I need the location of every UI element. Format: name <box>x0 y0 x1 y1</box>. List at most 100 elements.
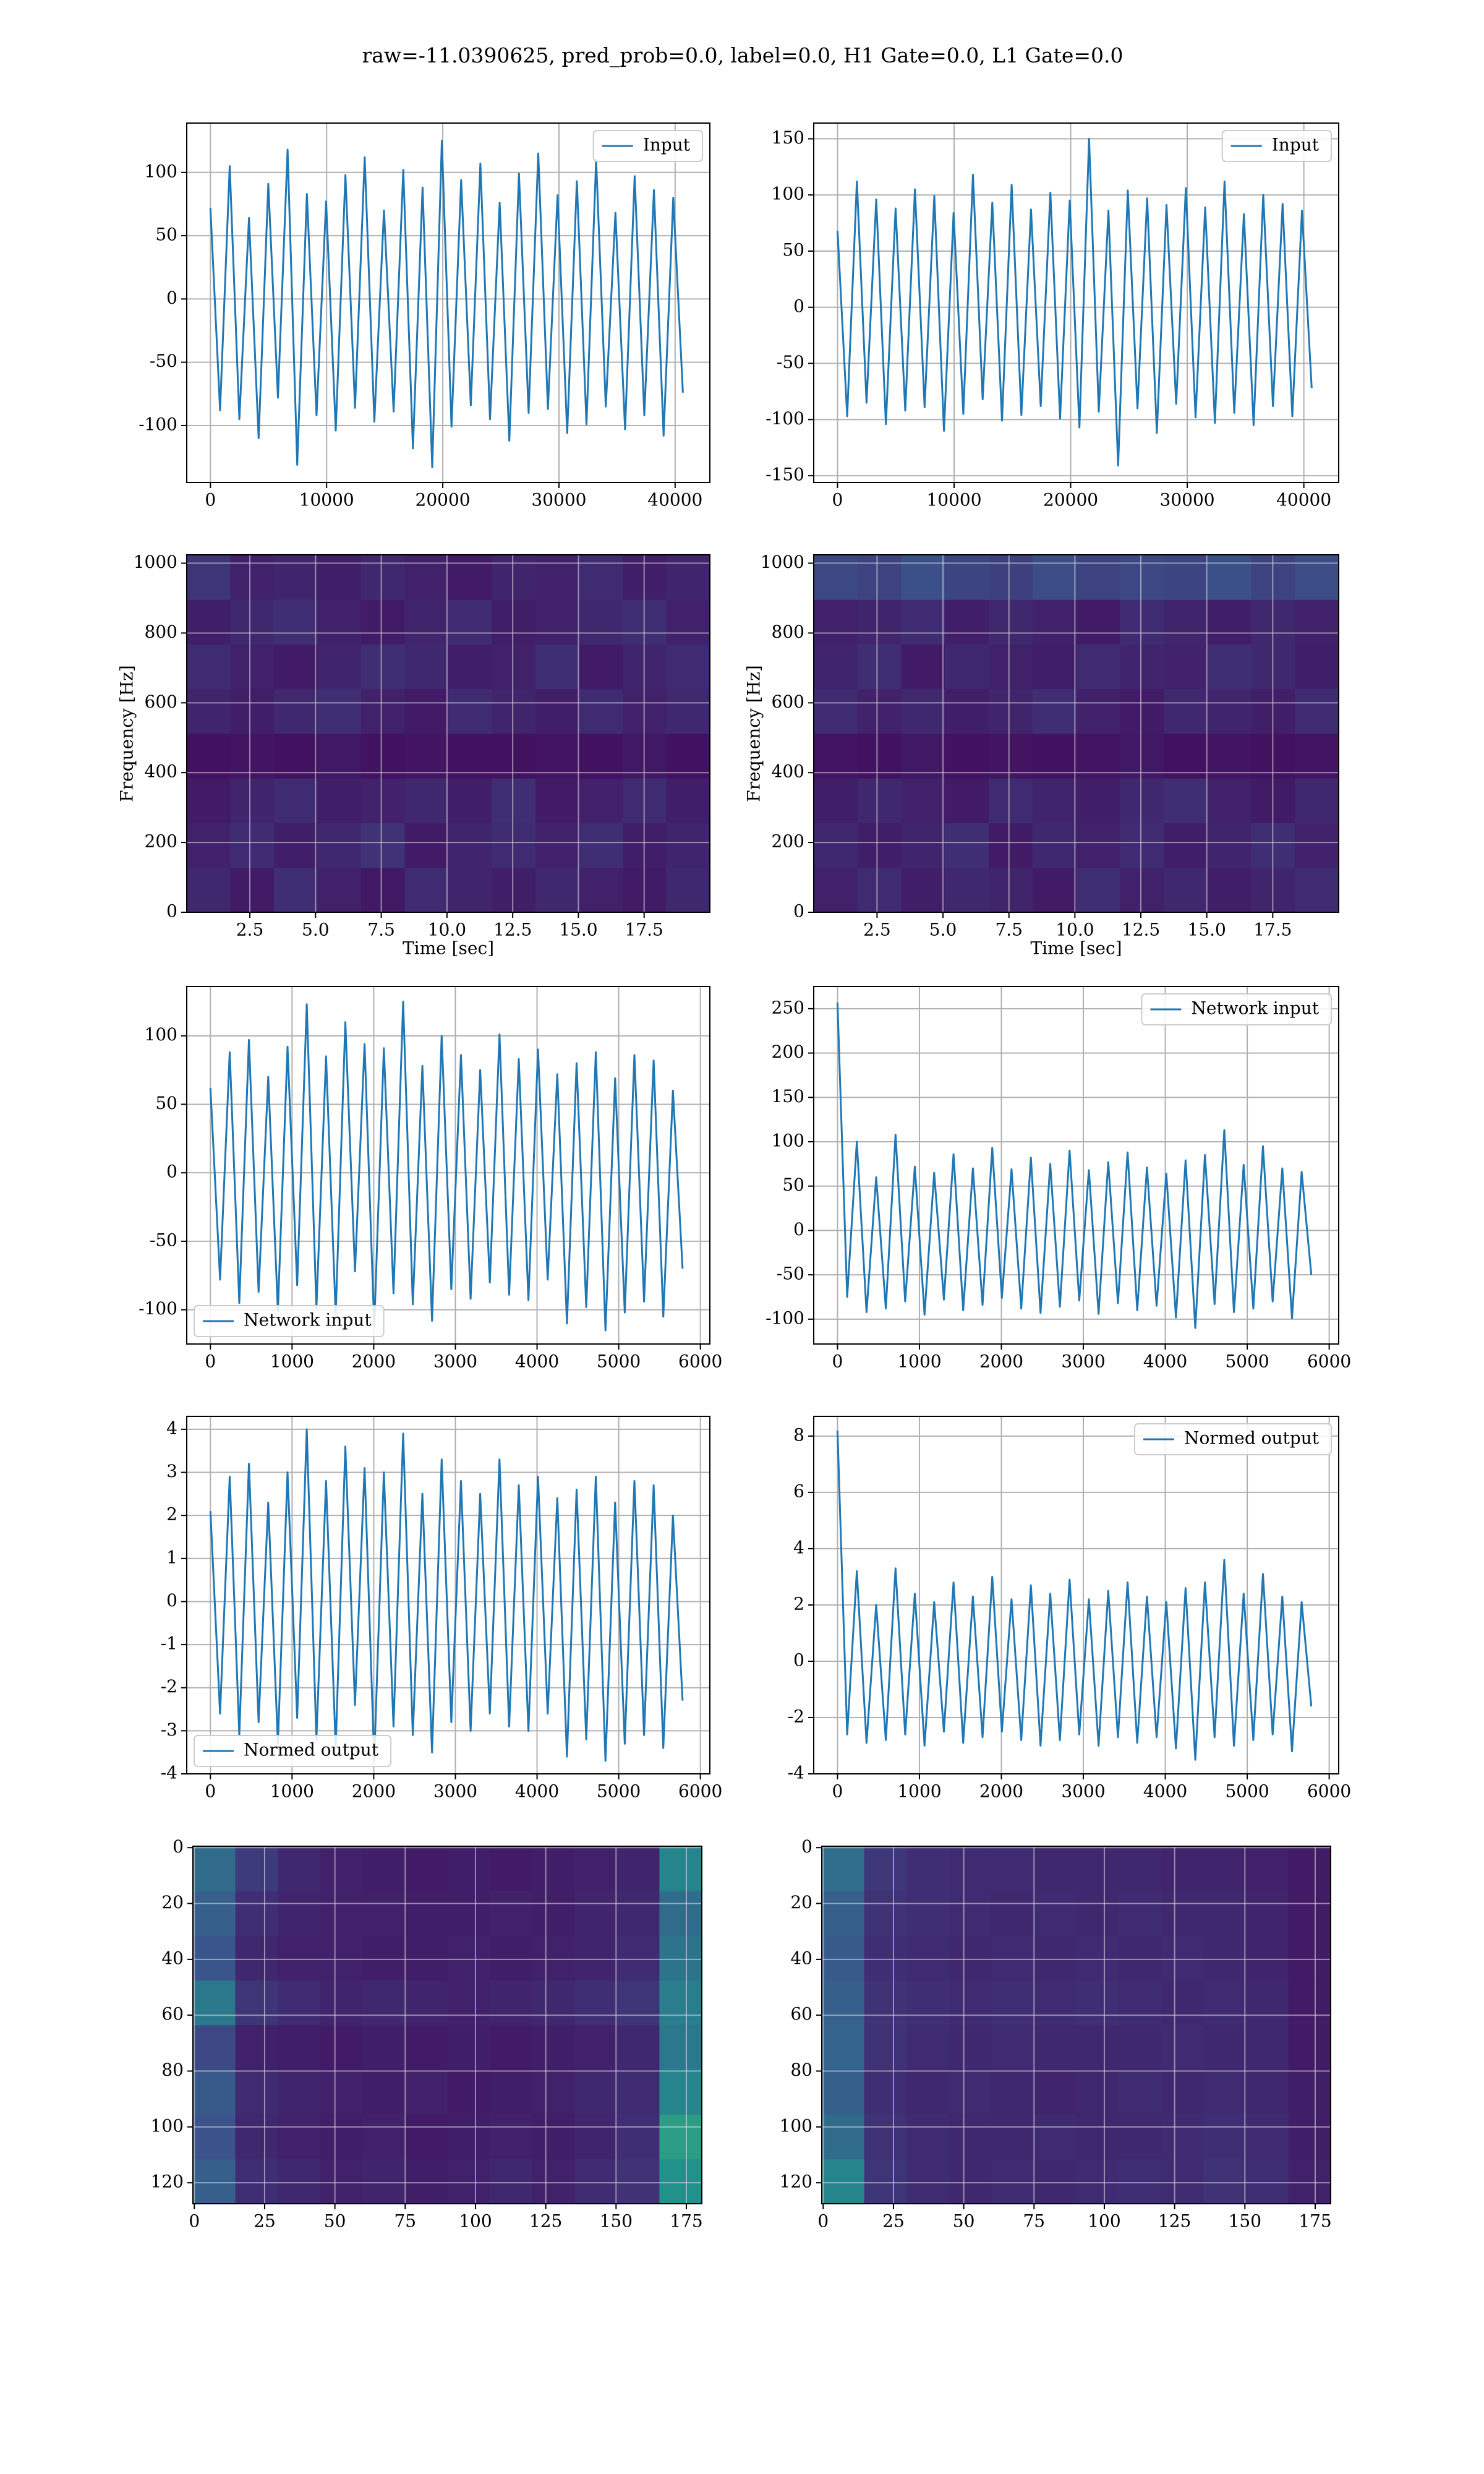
heatmap-cell <box>1288 1846 1331 1891</box>
y-tick-label: 50 <box>155 225 177 245</box>
heatmap-cell <box>1288 2070 1331 2115</box>
x-tick-label: 10.0 <box>1055 920 1094 940</box>
heatmap-cell <box>1076 2070 1119 2115</box>
heatmap-cell <box>320 1935 363 1981</box>
heatmap-cell <box>490 1980 533 2026</box>
heatmap-cell <box>492 555 536 600</box>
heatmap-cell <box>1032 688 1077 734</box>
y-tick-label: 200 <box>145 831 177 852</box>
x-tick-label: 6000 <box>1307 1781 1351 1802</box>
heatmap-cell <box>1161 1935 1204 1981</box>
heatmap-cell <box>1161 1891 1204 1936</box>
line <box>836 1002 1313 1329</box>
heatmap-cell <box>1295 734 1339 779</box>
x-tick-label: 175 <box>670 2211 702 2232</box>
axes-frame <box>813 1416 1339 1774</box>
x-tick-label: 7.5 <box>367 920 395 940</box>
heatmap-cell <box>447 2025 490 2070</box>
x-tick-label: 17.5 <box>1253 920 1292 940</box>
heatmap-cell <box>361 555 405 600</box>
y-tick-label: 0 <box>793 296 804 316</box>
heatmap-cell <box>857 778 902 823</box>
heatmap-cell <box>448 778 492 823</box>
heatmap-cell <box>666 778 710 823</box>
heatmap-cell <box>1120 823 1164 868</box>
heatmap-cell <box>492 644 536 690</box>
heatmap-cell <box>274 688 318 734</box>
heatmap-cell <box>230 778 275 823</box>
y-tick-label: 40 <box>790 1948 812 1968</box>
heatmap-cell <box>574 1935 618 1981</box>
heatmap-cell <box>814 555 858 600</box>
heatmap-cell <box>579 867 623 913</box>
heatmap-cell <box>906 2114 950 2160</box>
heatmap-cell <box>404 644 449 690</box>
heatmap-cell <box>1032 555 1077 600</box>
heatmap-cell <box>404 555 449 600</box>
heatmap-cell <box>945 734 989 779</box>
heatmap-cell <box>864 1891 907 1936</box>
heatmap-cell <box>1245 2114 1289 2160</box>
heatmap-cell <box>991 2070 1034 2115</box>
line <box>209 140 684 468</box>
heatmap-cell <box>1203 1980 1247 2026</box>
y-tick-label: 100 <box>772 1130 804 1150</box>
heatmap-cell <box>1164 867 1208 913</box>
heatmap-cell <box>1119 2025 1162 2070</box>
heatmap-cell <box>1207 555 1252 600</box>
heatmap-cell <box>187 778 231 823</box>
heatmap-cell <box>901 688 945 734</box>
heatmap-cell <box>1120 734 1164 779</box>
heatmap-cell <box>1076 1935 1119 1981</box>
heatmap-cell <box>274 734 318 779</box>
heatmap-cell <box>666 734 710 779</box>
x-tick-label: 15.0 <box>559 920 597 940</box>
x-tick-label: 12.5 <box>1122 920 1160 940</box>
heatmap-cell <box>857 734 902 779</box>
heatmap-cell <box>906 1935 950 1981</box>
heatmap-cell <box>1245 2070 1289 2115</box>
heatmap-cell <box>1033 1980 1077 2026</box>
x-tick-label: 2000 <box>979 1351 1023 1372</box>
axes-frame <box>821 1846 1331 2204</box>
x-tick-label: 4000 <box>1143 1781 1187 1802</box>
x-tick-label: 100 <box>1088 2211 1120 2232</box>
x-tick-label: 10000 <box>926 490 981 510</box>
heatmap-cell <box>659 2159 702 2204</box>
heatmap-cell <box>906 1980 950 2026</box>
heatmap-cell <box>278 1846 321 1891</box>
heatmap-cell <box>616 1935 660 1981</box>
heatmap-cell <box>492 688 536 734</box>
y-tick-label: 200 <box>772 831 804 852</box>
heatmap-cell <box>320 1891 363 1936</box>
heatmap-cell <box>230 688 275 734</box>
heatmap-cell <box>666 599 710 644</box>
heatmap-cell <box>1033 2114 1077 2160</box>
heatmap-cell <box>1295 867 1339 913</box>
heatmap-cell <box>666 644 710 690</box>
heatmap-cell <box>945 644 989 690</box>
heatmap-cell <box>666 688 710 734</box>
heatmap-cell <box>906 2025 950 2070</box>
y-tick-label: -50 <box>150 1230 177 1250</box>
y-tick-label: 0 <box>166 1590 177 1611</box>
heatmap-cell <box>1032 599 1077 644</box>
heatmap-cell <box>532 1935 575 1981</box>
heatmap-cell <box>361 867 405 913</box>
x-tick-label: 10.0 <box>428 920 466 940</box>
heatmap-cell <box>1245 1891 1289 1936</box>
heatmap-cell <box>448 644 492 690</box>
heatmap-cell <box>447 1846 490 1891</box>
heatmap-cell <box>989 823 1033 868</box>
heatmap-cell <box>949 2070 992 2115</box>
heatmap-cell <box>1161 2025 1204 2070</box>
heatmap-cell <box>616 2070 660 2115</box>
heatmap-cell <box>901 644 945 690</box>
heatmap-cell <box>616 2159 660 2204</box>
heatmap-cell <box>492 867 536 913</box>
heatmap-cell <box>362 2159 406 2204</box>
heatmap-cell <box>235 1891 278 1936</box>
heatmap-cell <box>949 2159 992 2204</box>
heatmap-cell <box>1288 2025 1331 2070</box>
heatmap-cell <box>187 555 231 600</box>
